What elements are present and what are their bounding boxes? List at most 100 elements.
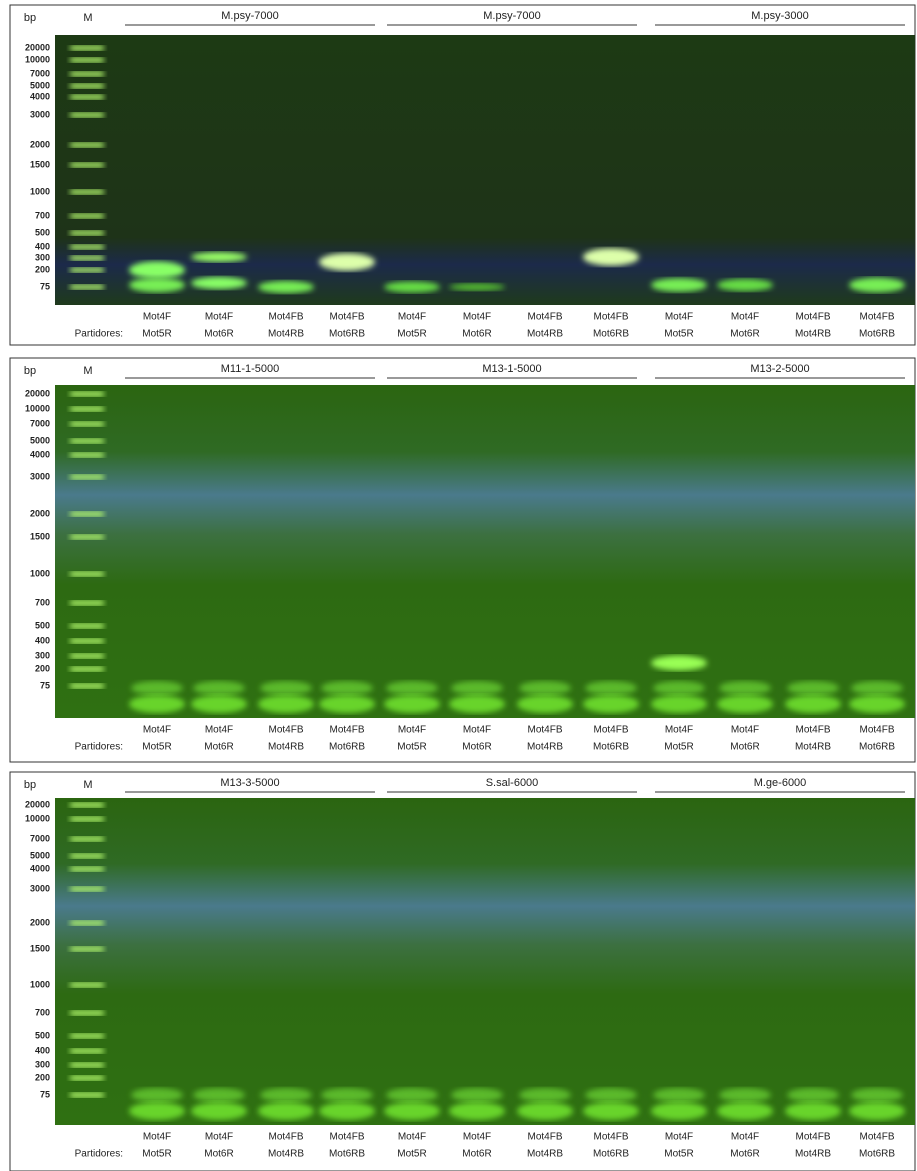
- ladder-band: [70, 285, 104, 290]
- lane-band: [129, 1102, 185, 1120]
- sample-band: [129, 261, 185, 279]
- ladder-label: 4000: [30, 91, 50, 101]
- ladder-band: [70, 58, 104, 63]
- lane-band: [319, 1102, 375, 1120]
- lane-band: [260, 1088, 312, 1102]
- ladder-label: 4000: [30, 449, 50, 459]
- lane-band: [651, 695, 707, 713]
- primer-forward: Mot4FB: [859, 312, 894, 323]
- primers-prefix: Partidores:: [75, 329, 123, 340]
- primer-forward: Mot4FB: [593, 725, 628, 736]
- primer-reverse: Mot5R: [664, 1149, 693, 1160]
- lane-band: [849, 695, 905, 713]
- primer-reverse: Mot5R: [664, 742, 693, 753]
- ladder-band: [70, 231, 104, 236]
- gel: [55, 385, 915, 718]
- primer-reverse: Mot5R: [397, 1149, 426, 1160]
- ladder-band: [70, 1011, 104, 1016]
- ladder-band: [70, 1063, 104, 1068]
- sample-group: M13-1-5000: [482, 363, 541, 375]
- primer-reverse: Mot6RB: [329, 742, 365, 753]
- bp-label: bp: [24, 779, 36, 791]
- primer-reverse: Mot6RB: [329, 1149, 365, 1160]
- primer-forward: Mot4FB: [329, 312, 364, 323]
- ladder-label: 10000: [25, 54, 50, 64]
- lane-band: [653, 1088, 705, 1102]
- sample-group: M13-3-5000: [220, 777, 279, 789]
- ladder-label: 10000: [25, 813, 50, 823]
- primer-reverse: Mot6RB: [593, 1149, 629, 1160]
- ladder-label: 3000: [30, 109, 50, 119]
- primer-forward: Mot4FB: [859, 1132, 894, 1143]
- primer-reverse: Mot4RB: [268, 742, 304, 753]
- primer-reverse: Mot6RB: [859, 1149, 895, 1160]
- ladder-band: [70, 95, 104, 100]
- primer-forward: Mot4F: [398, 1132, 426, 1143]
- ladder-label: 7000: [30, 418, 50, 428]
- ladder-label: 200: [35, 663, 50, 673]
- ladder-band: [70, 667, 104, 672]
- primer-reverse: Mot4RB: [527, 742, 563, 753]
- primer-forward: Mot4FB: [795, 312, 830, 323]
- primer-reverse: Mot6R: [462, 1149, 491, 1160]
- ladder-label: 1500: [30, 159, 50, 169]
- primer-reverse: Mot5R: [142, 1149, 171, 1160]
- primer-forward: Mot4F: [143, 725, 171, 736]
- ladder-band: [70, 453, 104, 458]
- ladder-label: 500: [35, 620, 50, 630]
- primer-forward: Mot4F: [665, 725, 693, 736]
- lane-band: [851, 1088, 903, 1102]
- primer-reverse: Mot6R: [730, 329, 759, 340]
- primer-forward: Mot4F: [463, 725, 491, 736]
- primer-reverse: Mot6R: [730, 1149, 759, 1160]
- lane-band: [785, 1102, 841, 1120]
- primer-forward: Mot4F: [731, 312, 759, 323]
- ladder-band: [70, 268, 104, 273]
- lane-band: [717, 695, 773, 713]
- ladder-band: [70, 837, 104, 842]
- ladder-label: 4000: [30, 863, 50, 873]
- primer-forward: Mot4FB: [329, 1132, 364, 1143]
- primer-forward: Mot4F: [731, 1132, 759, 1143]
- primer-forward: Mot4F: [398, 725, 426, 736]
- sample-band: [849, 278, 905, 293]
- bp-label: bp: [24, 365, 36, 377]
- sample-band: [191, 277, 247, 290]
- figure: bpMM.psy-7000M.psy-7000M.psy-30002000010…: [0, 0, 917, 1171]
- ladder-band: [70, 439, 104, 444]
- sample-group: M13-2-5000: [750, 363, 809, 375]
- primer-reverse: Mot5R: [142, 742, 171, 753]
- sample-band: [258, 281, 314, 294]
- primer-forward: Mot4FB: [527, 725, 562, 736]
- sample-group: M11-1-5000: [221, 363, 280, 375]
- primer-forward: Mot4FB: [527, 312, 562, 323]
- lane-band: [583, 1102, 639, 1120]
- primer-forward: Mot4FB: [329, 725, 364, 736]
- sample-group: M.psy-7000: [483, 10, 540, 22]
- lane-band: [386, 681, 438, 695]
- ladder-label: 2000: [30, 917, 50, 927]
- ladder-label: 400: [35, 241, 50, 251]
- lane-band: [651, 1102, 707, 1120]
- ladder-band: [70, 190, 104, 195]
- lane-band: [384, 695, 440, 713]
- ladder-band: [70, 422, 104, 427]
- lane-band: [585, 1088, 637, 1102]
- lane-band: [258, 1102, 314, 1120]
- ladder-band: [70, 407, 104, 412]
- lane-band: [451, 1088, 503, 1102]
- lane-band: [717, 1102, 773, 1120]
- lane-band: [131, 1088, 183, 1102]
- primer-reverse: Mot5R: [664, 329, 693, 340]
- primer-reverse: Mot6R: [462, 329, 491, 340]
- sample-band: [583, 248, 639, 266]
- sample-band: [717, 279, 773, 292]
- primer-forward: Mot4F: [731, 725, 759, 736]
- primer-reverse: Mot4RB: [268, 1149, 304, 1160]
- ladder-label: 700: [35, 597, 50, 607]
- ladder-band: [70, 84, 104, 89]
- ladder-band: [70, 512, 104, 517]
- gel: [55, 35, 915, 305]
